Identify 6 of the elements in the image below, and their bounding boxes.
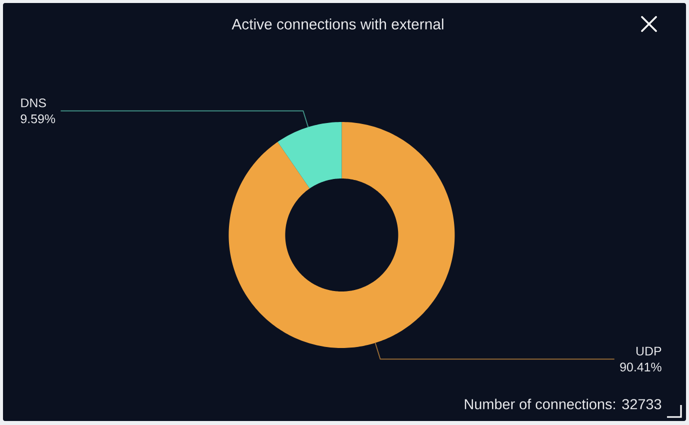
slice-label: DNS bbox=[21, 98, 46, 108]
text: Number of connections: 32733 bbox=[464, 398, 662, 410]
data-label: 9.59% bbox=[20, 114, 56, 124]
slice-label: UDP bbox=[636, 346, 662, 356]
data-label: 90.41% bbox=[620, 362, 662, 372]
chart-title: Active connections with external bbox=[232, 18, 444, 30]
